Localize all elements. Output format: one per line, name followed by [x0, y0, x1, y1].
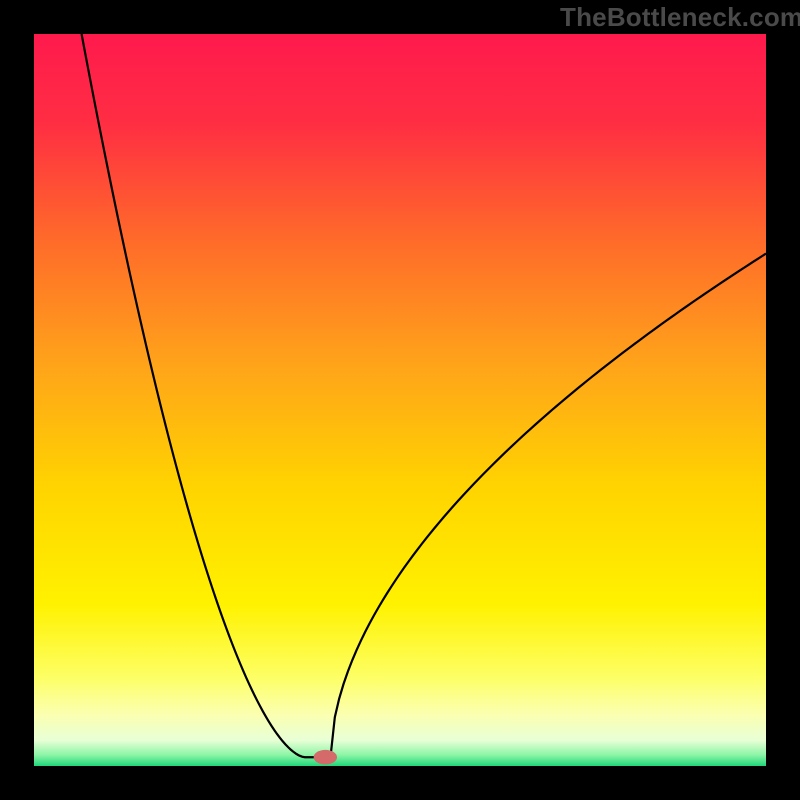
- chart-frame: TheBottleneck.com: [0, 0, 800, 800]
- optimal-marker: [314, 750, 337, 765]
- watermark-text: TheBottleneck.com: [560, 2, 800, 33]
- plot-background: [34, 34, 766, 766]
- bottleneck-chart: [0, 0, 800, 800]
